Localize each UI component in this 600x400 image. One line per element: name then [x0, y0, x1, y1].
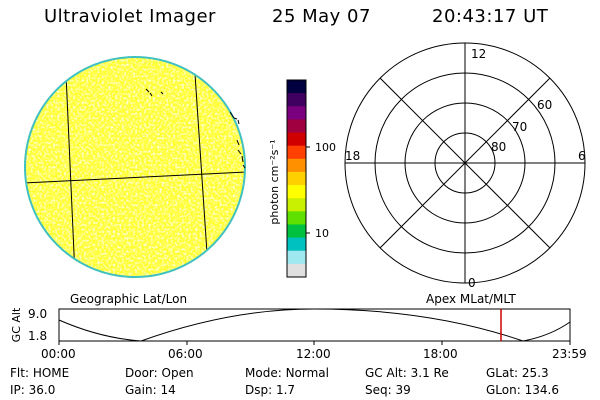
status-mode: Mode: Normal	[245, 366, 329, 380]
colorbar-band	[287, 80, 306, 94]
time-tick-label: 00:00	[41, 347, 76, 361]
status-door: Door: Open	[125, 366, 194, 380]
colorbar-band	[287, 93, 306, 107]
coastline-fragments	[145, 88, 246, 169]
geographic-map-label: Geographic Lat/Lon	[70, 292, 187, 306]
altitude-plot-frame	[58, 308, 571, 342]
mlat-ring-label-80: 80	[491, 140, 506, 154]
colorbar-frame	[286, 79, 307, 278]
polar-plot	[344, 42, 586, 284]
lat-lon-grid	[26, 73, 244, 276]
mlt-label-6: 6	[578, 149, 586, 163]
altitude-min-label: 1.8	[28, 329, 47, 343]
time-axis-labels: 00:00 06:00 12:00 18:00 23:59	[41, 347, 587, 361]
colorbar-band	[287, 250, 306, 265]
status-ip: IP: 36.0	[10, 383, 56, 397]
status-glon: GLon: 134.6	[486, 383, 559, 397]
status-dsp: Dsp: 1.7	[245, 383, 296, 397]
altitude-timeline	[58, 308, 571, 345]
colorbar-band	[287, 198, 306, 212]
observation-date: 25 May 07	[272, 6, 371, 27]
mlt-label-12: 12	[471, 47, 486, 61]
mlat-ring-label-60: 60	[537, 98, 552, 112]
colorbar-band	[287, 237, 306, 252]
time-tick-label: 12:00	[296, 347, 331, 361]
colorbar-tick-marks	[306, 146, 310, 234]
status-flt: Flt: HOME	[10, 366, 70, 380]
geographic-image	[24, 56, 246, 278]
colorbar-tick-100: 100	[315, 141, 336, 154]
colorbar-band	[287, 171, 306, 186]
mlt-label-0: 0	[468, 276, 476, 290]
status-gain: Gain: 14	[125, 383, 176, 397]
altitude-max-label: 9.0	[28, 307, 47, 321]
colorbar-band	[287, 145, 306, 160]
polar-labels: 12 18 6 0 60 70 80	[345, 47, 586, 290]
colorbar-unit-label: photon cm⁻²s⁻¹	[268, 139, 281, 224]
altitude-axis-title: GC Alt	[10, 307, 23, 342]
colorbar-band	[287, 119, 306, 134]
time-tick-label: 23:59	[552, 347, 587, 361]
instrument-title: Ultraviolet Imager	[44, 6, 216, 27]
polar-plot-label: Apex MLat/MLT	[426, 292, 516, 306]
time-tick-label: 06:00	[168, 347, 203, 361]
time-tick-label: 18:00	[423, 347, 458, 361]
colorbar-band	[287, 211, 306, 226]
colorbar-band	[287, 263, 306, 278]
colorbar-tick-10: 10	[315, 227, 329, 240]
time-tick-marks	[58, 341, 571, 345]
altitude-curve	[58, 308, 571, 342]
observation-time: 20:43:17 UT	[432, 6, 549, 27]
colorbar	[287, 80, 306, 278]
colorbar-band	[287, 106, 306, 120]
colorbar-band	[287, 132, 306, 147]
mlt-label-18: 18	[345, 149, 360, 163]
status-gc-alt: GC Alt: 3.1 Re	[365, 366, 449, 380]
status-seq: Seq: 39	[365, 383, 411, 397]
mlat-ring-label-70: 70	[512, 120, 527, 134]
colorbar-band	[287, 185, 306, 199]
colorbar-band	[287, 224, 306, 239]
colorbar-band	[287, 158, 306, 173]
status-glat: GLat: 25.3	[486, 366, 549, 380]
